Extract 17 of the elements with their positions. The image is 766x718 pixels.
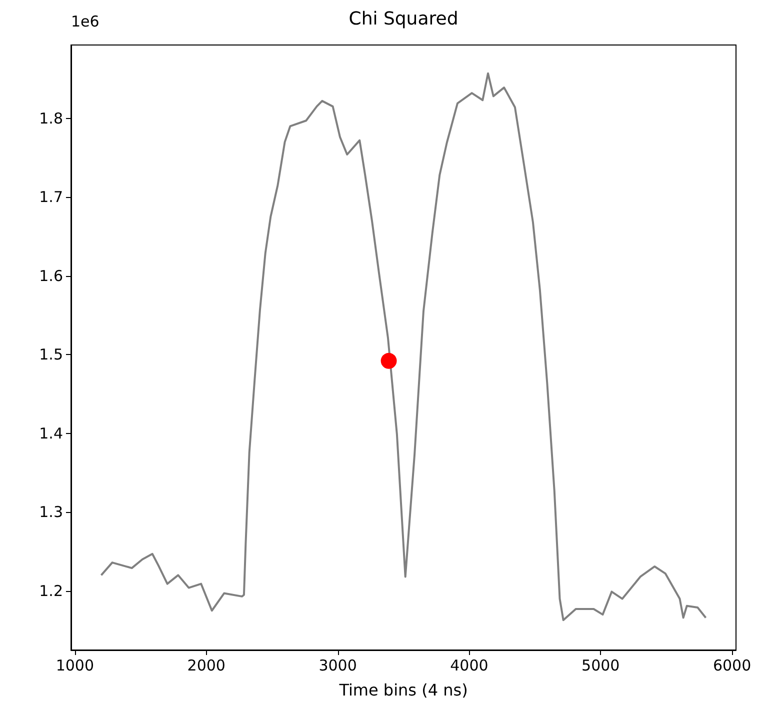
y-tick-label: 1.8 — [39, 109, 63, 128]
y-tick-label: 1.7 — [39, 188, 63, 206]
y-tick-label: 1.5 — [39, 346, 63, 364]
x-tick-label: 6000 — [712, 656, 752, 674]
y-tick-label: 1.2 — [39, 582, 63, 600]
line-series — [100, 72, 707, 622]
x-tick-label: 4000 — [450, 656, 488, 674]
x-tick-label: 3000 — [318, 656, 357, 674]
y-tick-label: 1.4 — [39, 424, 63, 442]
y-tick-label: 1.3 — [39, 503, 63, 522]
x-tick-label: 5000 — [582, 656, 620, 674]
text: 1e6 — [71, 12, 100, 30]
chart-title: Chi Squared — [348, 8, 458, 30]
x-tick-label: 2000 — [187, 656, 226, 674]
x-tick-label: 1000 — [56, 656, 94, 674]
y-tick-label: 1.6 — [39, 266, 63, 285]
x-axis-title: Time bins (4 ns) — [338, 680, 468, 700]
